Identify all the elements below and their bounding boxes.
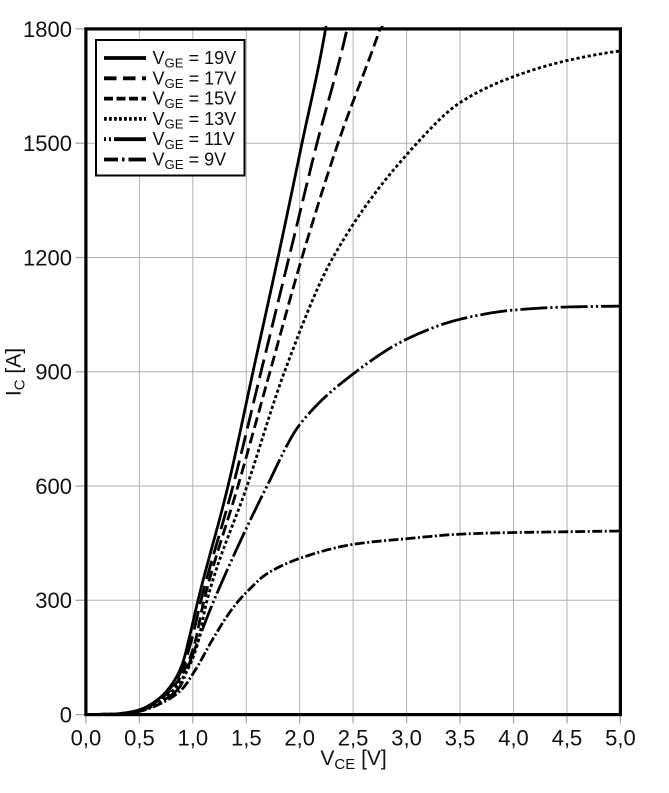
svg-text:900: 900 [35, 360, 72, 385]
svg-text:1,5: 1,5 [231, 726, 262, 751]
svg-text:0,5: 0,5 [124, 726, 155, 751]
svg-text:5,0: 5,0 [605, 726, 636, 751]
svg-text:1,0: 1,0 [178, 726, 209, 751]
svg-text:VCE [V]: VCE [V] [320, 747, 386, 773]
svg-text:4,5: 4,5 [552, 726, 583, 751]
svg-text:600: 600 [35, 474, 72, 499]
svg-text:VGE = 9V: VGE = 9V [153, 150, 227, 173]
svg-text:4,0: 4,0 [498, 726, 529, 751]
svg-text:3,0: 3,0 [391, 726, 422, 751]
svg-text:0,0: 0,0 [71, 726, 102, 751]
svg-text:1200: 1200 [23, 245, 72, 270]
svg-text:2,0: 2,0 [284, 726, 315, 751]
svg-text:1800: 1800 [23, 17, 72, 42]
svg-text:IC [A]: IC [A] [3, 348, 29, 396]
svg-text:1500: 1500 [23, 131, 72, 156]
svg-text:300: 300 [35, 588, 72, 613]
svg-text:2,5: 2,5 [338, 726, 369, 751]
svg-text:3,5: 3,5 [445, 726, 476, 751]
svg-text:0: 0 [60, 703, 72, 728]
